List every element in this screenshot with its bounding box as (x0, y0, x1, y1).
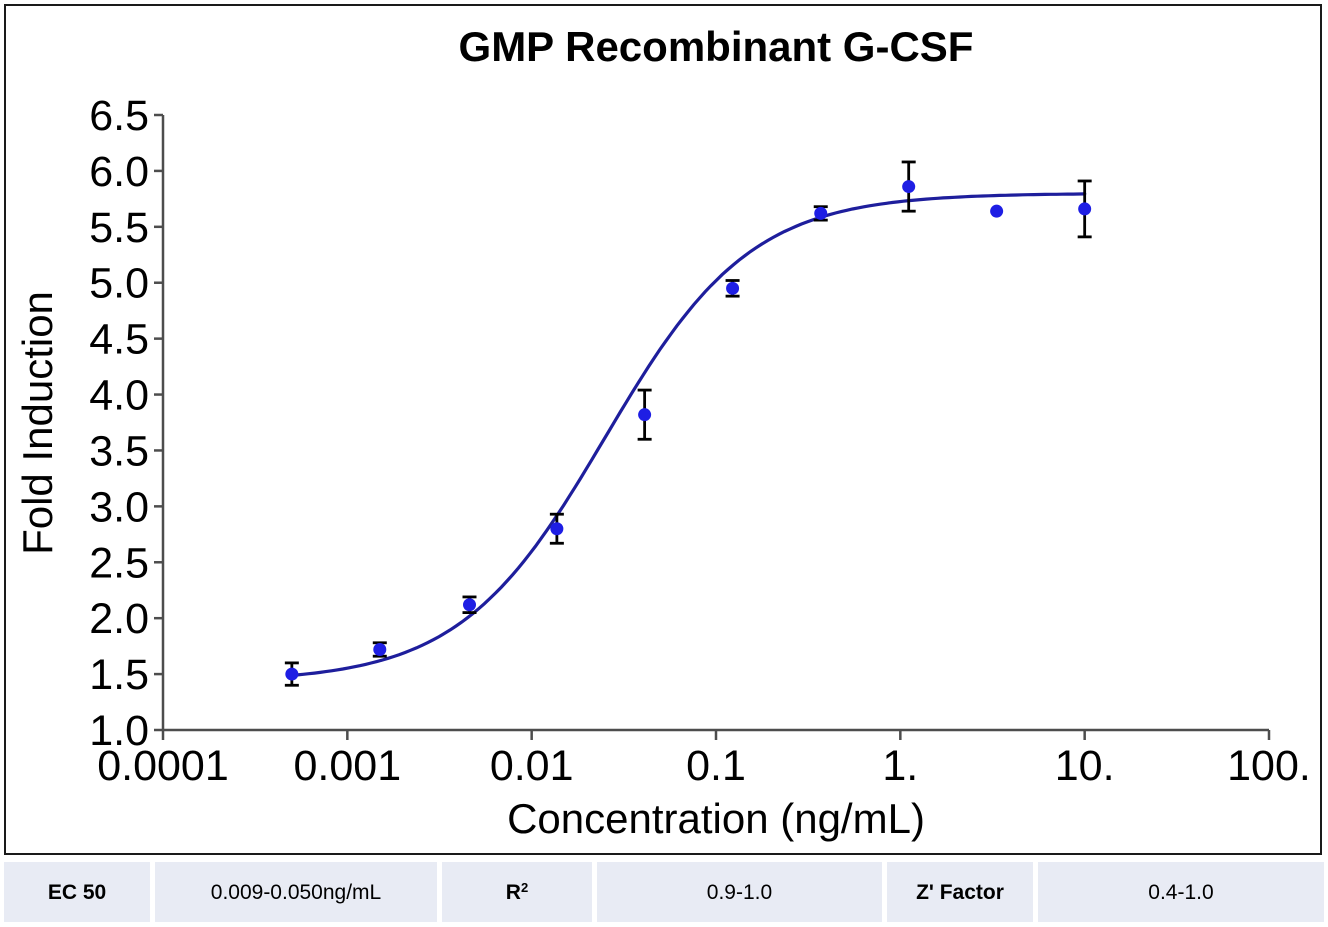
y-tick-label: 2.5 (89, 539, 149, 587)
data-point (638, 408, 652, 422)
stat-label-z-factor: Z' Factor (887, 862, 1033, 922)
chart-frame (4, 4, 1322, 855)
x-axis-title: Concentration (ng/mL) (507, 795, 925, 842)
data-point (285, 667, 299, 681)
data-point (463, 598, 477, 612)
y-tick-label: 5.5 (89, 204, 149, 252)
data-point (814, 206, 828, 220)
data-point (550, 522, 564, 536)
stat-label-ec50: EC 50 (4, 862, 150, 922)
y-tick-label: 6.5 (89, 92, 149, 140)
x-tick-label: 0.001 (294, 742, 402, 790)
cell-text: Z' Factor (916, 880, 1004, 904)
cell-text: R (505, 880, 521, 904)
y-tick-label: 2.0 (89, 595, 149, 643)
y-tick-label: 1.0 (89, 707, 149, 755)
cell-text: EC 50 (47, 880, 107, 904)
data-point (902, 180, 916, 194)
x-tick-label: 0.0001 (97, 742, 229, 790)
x-tick-label: 0.1 (686, 742, 746, 790)
x-tick-label: 100. (1227, 742, 1311, 790)
y-tick-label: 4.5 (89, 316, 149, 364)
y-tick-label: 1.5 (89, 651, 149, 699)
stat-value-r-squared: 0.9-1.0 (597, 862, 882, 922)
cell-text: 0.009-0.050ng/mL (210, 880, 382, 904)
cell-text: 0.4-1.0 (1148, 880, 1214, 904)
y-tick-label: 3.5 (89, 427, 149, 475)
y-tick-label: 6.0 (89, 148, 149, 196)
stat-value-ec50: 0.009-0.050ng/mL (155, 862, 437, 922)
data-point (726, 281, 740, 295)
plot-area: 0.0001 0.001 0.01 0.1 1. 10. 100. 1.0 1.5 2.0 2.5 3… (89, 92, 1311, 790)
x-tick-label: 1. (882, 742, 918, 790)
y-tick-label: 5.0 (89, 260, 149, 308)
data-point (990, 204, 1004, 218)
r-squared-superscript: 2 (520, 880, 529, 896)
y-tick-label: 3.0 (89, 483, 149, 531)
y-axis-title: Fold Induction (14, 291, 61, 555)
fit-curve (290, 192, 1087, 677)
x-tick-label: 10. (1055, 742, 1115, 790)
chart-title: GMP Recombinant G-CSF (458, 23, 974, 70)
data-point (373, 642, 387, 656)
data-point (1078, 202, 1092, 216)
stat-value-z-factor: 0.4-1.0 (1038, 862, 1324, 922)
y-tick-label: 4.0 (89, 372, 149, 420)
x-tick-label: 0.01 (490, 742, 574, 790)
cell-text: 0.9-1.0 (706, 880, 773, 904)
